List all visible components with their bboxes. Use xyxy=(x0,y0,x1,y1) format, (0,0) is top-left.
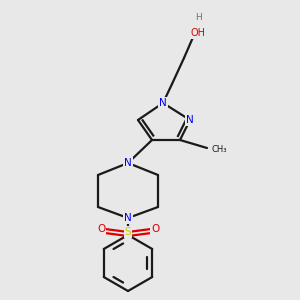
Text: N: N xyxy=(159,98,167,108)
Text: OH: OH xyxy=(190,28,206,38)
Text: N: N xyxy=(186,115,194,125)
Text: S: S xyxy=(125,227,131,237)
Text: O: O xyxy=(151,224,159,234)
Text: H: H xyxy=(195,14,201,22)
Text: CH₃: CH₃ xyxy=(211,146,227,154)
Text: N: N xyxy=(124,213,132,223)
Text: O: O xyxy=(97,224,105,234)
Text: N: N xyxy=(124,158,132,168)
